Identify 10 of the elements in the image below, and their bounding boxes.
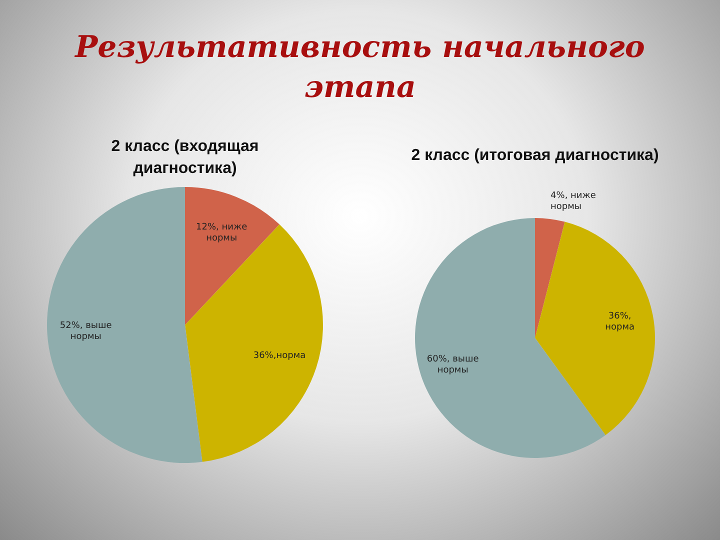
- slice-label: 12%, ниже нормы: [196, 222, 248, 244]
- slice-label: норма: [605, 322, 635, 333]
- slice-label: 60%, выше нормы: [426, 354, 480, 376]
- text: Результативность начального этапа: [74, 29, 646, 107]
- chart-title: 2 класс (входящая диагностика): [110, 137, 260, 179]
- data-label: 36%,: [608, 312, 632, 322]
- slice-label: 52%, выше нормы: [60, 321, 112, 342]
- slice-label: 36%,норма: [253, 351, 306, 362]
- slice-label: 4%, ниже нормы: [550, 190, 596, 212]
- chart-title: 2 класс (итоговая диагностика): [410, 146, 660, 166]
